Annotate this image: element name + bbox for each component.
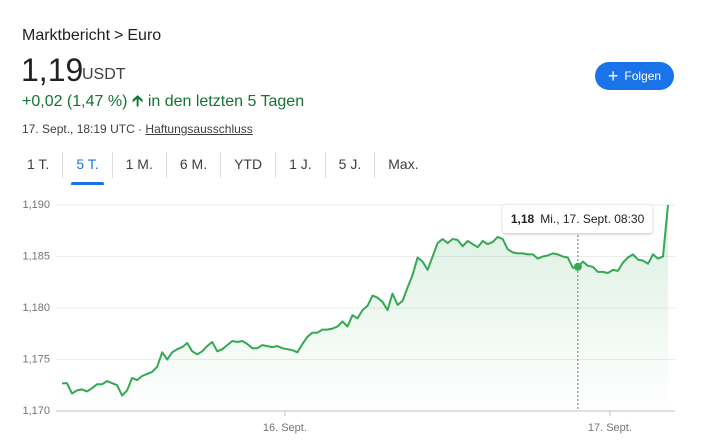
x-tick-label: 17. Sept. bbox=[588, 422, 632, 434]
range-tab[interactable]: YTD bbox=[221, 152, 277, 178]
range-tab[interactable]: 6 M. bbox=[167, 152, 222, 178]
follow-button[interactable]: + Folgen bbox=[595, 62, 674, 90]
y-tick-label: 1,170 bbox=[22, 405, 50, 417]
range-tab[interactable]: 5 T. bbox=[63, 152, 113, 185]
period: in den letzten 5 Tagen bbox=[147, 93, 305, 110]
timestamp: 17. Sept., 18:19 UTC · bbox=[22, 122, 143, 136]
price-line bbox=[62, 204, 669, 397]
range-tab[interactable]: 1 T. bbox=[14, 152, 64, 178]
breadcrumb: Marktbericht > Euro bbox=[22, 27, 165, 45]
range-tab[interactable]: 5 J. bbox=[326, 152, 376, 178]
tooltip-date: Mi., 17. Sept. 08:30 bbox=[540, 212, 644, 226]
tooltip: 1,18 Mi., 17. Sept. 08:30 bbox=[502, 205, 653, 233]
change-value: +0,02 (1,47 %) bbox=[22, 93, 128, 110]
hover-point bbox=[573, 262, 582, 271]
y-tick-label: 1,180 bbox=[22, 302, 50, 314]
crumb: Euro bbox=[127, 27, 162, 44]
change: +0,02 (1,47 %) 🡱 in den letzten 5 Tagen bbox=[22, 90, 304, 117]
currency: USDT bbox=[82, 66, 126, 83]
range-tabs: 1 T. 5 T. 1 M. 6 M. YTD 1 J. 5 J. Max. bbox=[14, 152, 432, 185]
timestamp-line: 17. Sept., 18:19 UTC · Haftungsausschlus… bbox=[22, 122, 253, 136]
y-tick-label: 1,175 bbox=[22, 353, 50, 365]
y-tick-label: 1,185 bbox=[22, 250, 50, 262]
disclaimer-link[interactable]: Haftungsausschluss bbox=[145, 122, 253, 136]
plus-icon: + bbox=[607, 66, 619, 86]
range-tab[interactable]: Max. bbox=[388, 156, 419, 172]
up-arrow: 🡱 bbox=[131, 93, 144, 110]
price: 1,19 bbox=[21, 52, 84, 88]
tooltip-value: 1,18 bbox=[511, 212, 535, 226]
x-tick-label: 16. Sept. bbox=[263, 422, 307, 434]
range-tab[interactable]: 1 J. bbox=[276, 152, 326, 178]
follow-label: Folgen bbox=[624, 69, 662, 83]
y-tick-label: 1,190 bbox=[22, 199, 50, 211]
crumb[interactable]: Marktbericht bbox=[22, 27, 111, 44]
range-tab[interactable]: 1 M. bbox=[113, 152, 167, 178]
crumb-sep: > bbox=[114, 27, 124, 44]
tooltip-box bbox=[502, 205, 653, 233]
